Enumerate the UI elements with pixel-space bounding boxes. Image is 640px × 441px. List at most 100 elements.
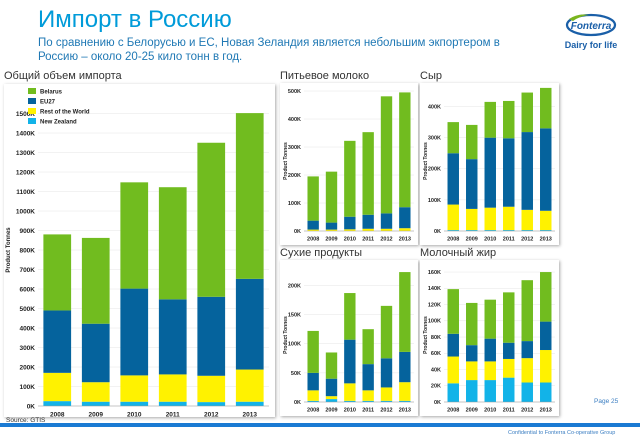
y-tick-label: 1300K	[16, 150, 35, 157]
bar-segment-belarus	[307, 330, 319, 373]
bar-segment-rest-of-the-world	[380, 228, 393, 231]
y-tick-label: 300K	[428, 136, 441, 142]
bar-segment-eu27	[81, 323, 110, 383]
bar-segment-belarus	[399, 92, 411, 208]
bar-segment-belarus	[158, 187, 187, 300]
y-tick-label: 100K	[19, 384, 35, 391]
y-tick-label: 100K	[288, 342, 301, 348]
bar-segment-eu27	[120, 288, 149, 376]
x-tick-label: 2013	[243, 412, 258, 418]
bar-segment-belarus	[362, 132, 374, 215]
bar-segment-new-zealand	[521, 382, 533, 402]
bar-segment-new-zealand	[503, 377, 515, 402]
bar-segment-rest-of-the-world	[158, 374, 187, 402]
x-tick-label: 2013	[540, 237, 552, 243]
bar-segment-new-zealand	[380, 400, 393, 402]
plot-area: 0K 100K 200K 300K 400K 500K Product Tonnes 2008…	[283, 89, 414, 243]
bar-segment-belarus	[325, 171, 338, 223]
y-tick-label: 120K	[428, 302, 441, 308]
bar-segment-belarus	[503, 100, 515, 139]
bar-segment-eu27	[466, 159, 478, 209]
y-tick-label: 600K	[19, 286, 35, 293]
y-tick-label: 40K	[431, 367, 441, 373]
x-tick-label: 2009	[466, 237, 478, 243]
bar-segment-eu27	[158, 299, 187, 375]
x-tick-label: 2008	[50, 412, 65, 418]
bar-segment-belarus	[484, 101, 496, 138]
bar-segment-belarus	[362, 329, 374, 365]
bar-segment-new-zealand	[158, 401, 187, 406]
bar-segment-eu27	[399, 351, 411, 383]
bar-segment-belarus	[43, 234, 72, 311]
page-subtitle: По сравнению с Белорусью и ЕС, Новая Зел…	[38, 37, 500, 63]
bar-segment-eu27	[447, 333, 459, 357]
bar-segment-rest-of-the-world	[325, 229, 338, 231]
bar-segment-new-zealand	[81, 401, 110, 406]
x-tick-label: 2011	[503, 408, 515, 414]
x-tick-label: 2013	[399, 237, 411, 243]
bar-segment-eu27	[43, 310, 72, 373]
bar-segment-rest-of-the-world	[307, 390, 319, 401]
footer-bar	[0, 423, 640, 427]
bar-segment-eu27	[344, 216, 356, 230]
chart-title-dry: Сухие продукты	[280, 247, 363, 259]
bar-segment-rest-of-the-world	[484, 207, 496, 231]
bar-segment-eu27	[362, 364, 374, 391]
bar-segment-rest-of-the-world	[344, 383, 356, 401]
y-tick-label: 0K	[434, 229, 441, 235]
chart-milk: 0K 100K 200K 300K 400K 500K Product Tonnes 2008…	[283, 89, 414, 243]
bar-segment-belarus	[399, 272, 411, 352]
legend-label: New Zealand	[40, 120, 77, 126]
bar-segment-belarus	[447, 289, 459, 334]
y-axis-label: Product Tonnes	[6, 227, 12, 273]
bar-segment-eu27	[484, 338, 496, 362]
x-tick-label: 2011	[362, 408, 374, 414]
bar-segment-rest-of-the-world	[362, 228, 374, 231]
bar-segment-new-zealand	[344, 400, 356, 402]
x-tick-label: 2011	[362, 237, 374, 243]
x-tick-label: 2012	[204, 412, 219, 418]
x-tick-label: 2012	[380, 408, 392, 414]
chart-panel-cheese: 0K 100K 200K 300K 400K Product Tonnes 2008 2009…	[420, 83, 559, 245]
bar-segment-new-zealand	[466, 380, 478, 402]
y-tick-label: 80K	[431, 335, 441, 341]
y-tick-label: 0K	[434, 400, 441, 406]
bar-segment-new-zealand	[503, 230, 515, 231]
x-tick-label: 2011	[503, 237, 515, 243]
x-tick-label: 2009	[89, 412, 104, 418]
bar-segment-eu27	[540, 321, 552, 351]
bar-segment-rest-of-the-world	[466, 361, 478, 381]
x-tick-label: 2012	[521, 408, 533, 414]
bar-segment-new-zealand	[484, 380, 496, 402]
chart-panel-butter: 0K 20K 40K 60K 80K 100K 120K 140K 160K Product To…	[420, 260, 559, 416]
chart-panel-total: 0K 100K 200K 300K 400K 500K 600K 700K 800K 900K 10…	[4, 84, 275, 419]
bar-segment-rest-of-the-world	[197, 375, 226, 403]
y-tick-label: 150K	[288, 313, 301, 319]
legend-label: Belarus	[40, 90, 63, 96]
bar-segment-eu27	[484, 137, 496, 208]
chart-title-cheese: Сыр	[420, 70, 442, 82]
y-tick-label: 50K	[291, 371, 301, 377]
bar-segment-rest-of-the-world	[325, 396, 338, 400]
plot-area: 0K 100K 200K 300K 400K Product Tonnes 2008 2009…	[423, 87, 555, 243]
bar-segment-eu27	[307, 220, 319, 230]
y-tick-label: 200K	[428, 167, 441, 173]
x-tick-label: 2013	[540, 408, 552, 414]
y-tick-label: 300K	[288, 145, 301, 151]
bar-segment-eu27	[197, 296, 226, 376]
bar-segment-rest-of-the-world	[447, 356, 459, 384]
y-tick-label: 200K	[288, 173, 301, 179]
x-tick-label: 2010	[344, 408, 356, 414]
x-tick-label: 2008	[447, 408, 459, 414]
chart-title-milk: Питьевое молоко	[280, 70, 370, 82]
bar-segment-eu27	[447, 153, 459, 205]
legend-label: EU27	[40, 100, 56, 106]
bar-segment-new-zealand	[447, 383, 459, 402]
logo-brand-text: Fonterra	[571, 21, 612, 32]
bar-segment-belarus	[466, 302, 478, 346]
chart-butter: 0K 20K 40K 60K 80K 100K 120K 140K 160K Product To…	[423, 270, 555, 414]
bar-segment-rest-of-the-world	[399, 382, 411, 401]
bar-segment-belarus	[503, 292, 515, 343]
y-tick-label: 1400K	[16, 130, 35, 137]
bar-segment-belarus	[307, 176, 319, 221]
